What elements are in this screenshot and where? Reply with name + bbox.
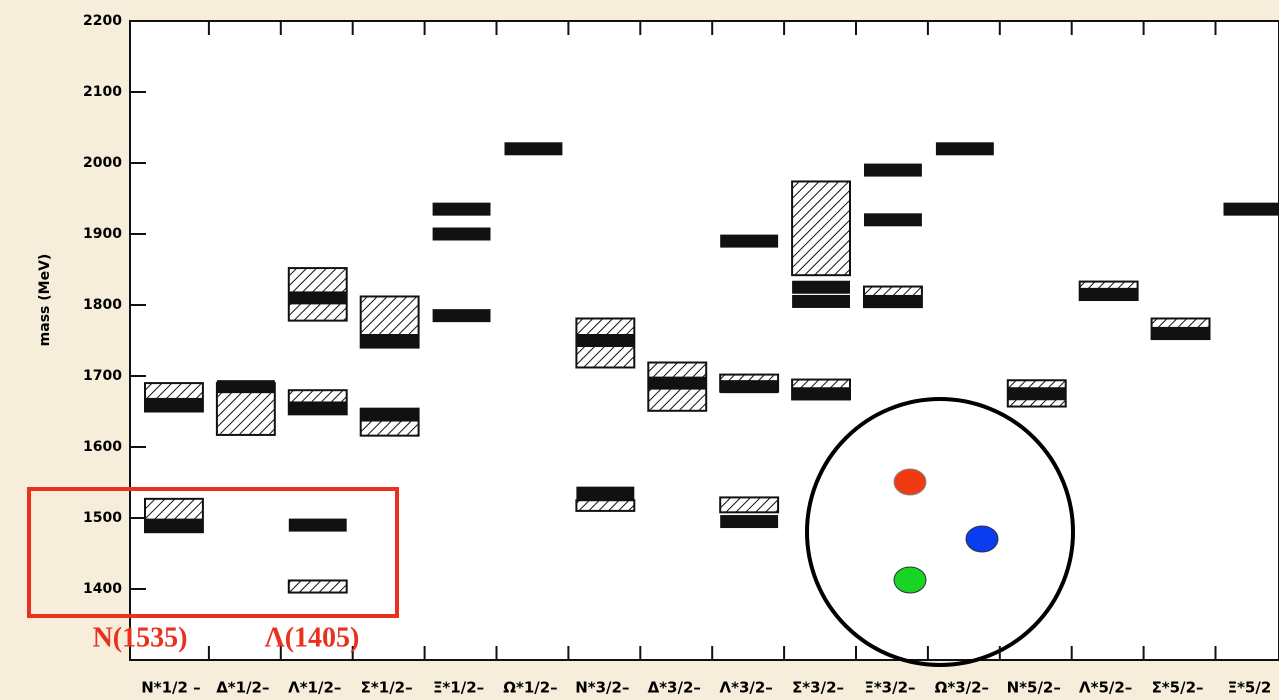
x-tick-label: N*1/2 – bbox=[141, 679, 200, 697]
x-tick-label: Ω*3/2– bbox=[935, 679, 989, 697]
x-tick-label: Λ*3/2– bbox=[719, 679, 772, 697]
mass-level bbox=[1007, 387, 1066, 401]
y-tick-label: 1700 bbox=[83, 368, 122, 384]
mass-level bbox=[1151, 326, 1210, 340]
annotation: N(1535) bbox=[93, 622, 188, 653]
mass-level bbox=[432, 227, 491, 241]
y-axis-label: mass (MeV) bbox=[37, 254, 53, 347]
mass-level bbox=[576, 486, 635, 500]
x-tick-label: N*5/2– bbox=[1007, 679, 1061, 697]
mass-level bbox=[288, 518, 347, 532]
mass-level bbox=[432, 202, 491, 216]
x-tick-label: Ω*1/2– bbox=[503, 679, 557, 697]
x-tick-label: Δ*3/2– bbox=[648, 679, 701, 697]
mass-level bbox=[1223, 202, 1279, 216]
y-tick-label: 2100 bbox=[83, 84, 122, 100]
mass-level bbox=[864, 213, 922, 227]
mass-level bbox=[720, 515, 779, 529]
y-tick-label: 2200 bbox=[83, 13, 122, 29]
mass-level bbox=[432, 309, 491, 323]
baryon-circle bbox=[805, 397, 1075, 667]
x-tick-label: Σ*3/2– bbox=[792, 679, 844, 697]
mass-level bbox=[145, 518, 203, 532]
mass-level bbox=[864, 163, 922, 177]
x-tick-label: Ξ*1/2– bbox=[433, 679, 484, 697]
y-tick-label: 1800 bbox=[83, 297, 122, 313]
mass-level bbox=[792, 294, 850, 308]
mass-level bbox=[288, 291, 347, 305]
y-tick-label: 1400 bbox=[83, 581, 122, 597]
x-tick-label: Δ*1/2– bbox=[216, 679, 269, 697]
quark-red bbox=[893, 468, 927, 496]
hatched-band bbox=[791, 180, 851, 277]
x-tick-label: N*3/2– bbox=[575, 679, 629, 697]
mass-level bbox=[145, 397, 203, 411]
mass-level bbox=[792, 280, 850, 294]
annotation: Λ(1405) bbox=[265, 622, 360, 653]
y-tick-label: 1600 bbox=[83, 439, 122, 455]
mass-level bbox=[792, 387, 850, 401]
mass-level bbox=[720, 380, 779, 394]
y-tick-label: 1500 bbox=[83, 510, 122, 526]
mass-level bbox=[504, 142, 563, 156]
x-tick-label: Σ*1/2– bbox=[361, 679, 413, 697]
x-tick-label: Ξ*3/2– bbox=[864, 679, 915, 697]
hatched-band bbox=[719, 496, 780, 514]
mass-level bbox=[864, 294, 922, 308]
quark-green bbox=[893, 566, 927, 594]
plot-area bbox=[129, 20, 1279, 661]
mass-level bbox=[360, 334, 419, 347]
mass-level bbox=[288, 401, 347, 415]
mass-level bbox=[360, 408, 419, 422]
hatched-band bbox=[575, 499, 636, 512]
highlight-box bbox=[27, 487, 399, 618]
mass-level bbox=[576, 334, 635, 347]
mass-level bbox=[935, 142, 994, 156]
quark-blue bbox=[965, 525, 999, 553]
x-tick-label: Λ*1/2– bbox=[288, 679, 341, 697]
hatched-band bbox=[287, 579, 348, 594]
x-tick-label: Λ*5/2– bbox=[1079, 679, 1132, 697]
x-tick-label: Σ*5/2– bbox=[1152, 679, 1204, 697]
mass-level bbox=[720, 234, 779, 248]
mass-level bbox=[1079, 287, 1138, 301]
y-tick-label: 2000 bbox=[83, 155, 122, 171]
mass-level bbox=[216, 380, 275, 394]
y-tick-label: 1900 bbox=[83, 226, 122, 242]
x-tick-label: Ξ*5/2 bbox=[1228, 679, 1272, 697]
mass-level bbox=[648, 376, 707, 390]
